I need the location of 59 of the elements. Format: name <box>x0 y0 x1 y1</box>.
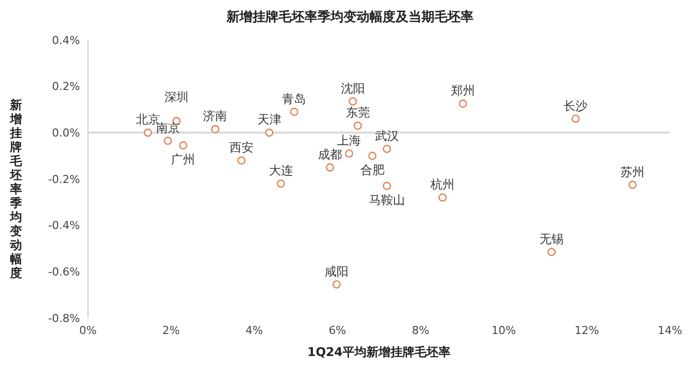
point <box>326 163 334 172</box>
y-tick-label: -0.8% <box>48 312 80 325</box>
y-tick-label: -0.6% <box>48 266 80 279</box>
annotation: 西安 <box>229 140 254 154</box>
annotation: 武汉 <box>374 128 399 143</box>
annotation: 杭州 <box>430 178 455 192</box>
point <box>164 136 172 145</box>
point <box>290 108 298 116</box>
point <box>276 179 286 188</box>
point <box>144 128 152 137</box>
annotation: 合肥 <box>360 162 384 177</box>
point <box>237 156 246 165</box>
x-axis-title: 1Q24平均新增挂牌毛坯率 <box>307 345 451 359</box>
annotation: 郑州 <box>450 84 475 98</box>
y-tick-label: -0.2% <box>48 172 80 186</box>
annotation: 大连 <box>268 164 293 178</box>
annotation: 马鞍山 <box>368 192 405 207</box>
x-tick-label: 2% <box>162 324 180 337</box>
x-tick-label: 10% <box>491 324 516 337</box>
annotation: 长沙 <box>564 98 588 113</box>
point <box>438 193 447 202</box>
annotation: 咸阳 <box>324 264 349 278</box>
x-tick-label: 8% <box>412 324 430 337</box>
y-tick-label: -0.4% <box>48 219 80 232</box>
x-tick-label: 12% <box>574 324 600 337</box>
point <box>354 122 362 130</box>
text: 新增挂牌毛坯率季均变动幅度 <box>10 98 22 280</box>
chart-title: 新增挂牌毛坯率季均变动幅度及当期毛坯率 <box>226 8 474 27</box>
point <box>344 149 354 158</box>
point <box>179 141 188 150</box>
x-tick-label: 0% <box>79 324 97 337</box>
annotation: 广州 <box>171 152 196 166</box>
x-tick-label: 14% <box>658 324 682 337</box>
point <box>348 97 357 106</box>
annotation: 深圳 <box>164 90 189 104</box>
annotation: 青岛 <box>282 92 306 106</box>
annotation: 上海 <box>337 134 362 148</box>
annotation: 天津 <box>257 112 282 127</box>
x-tick-label: 6% <box>328 324 346 337</box>
annotation: 无锡 <box>540 232 564 246</box>
point <box>628 180 637 189</box>
y-tick-label: 0.0% <box>52 126 80 140</box>
annotation: 济南 <box>203 109 228 124</box>
x-tick-label: 4% <box>246 324 264 337</box>
annotation: 沈阳 <box>340 81 365 96</box>
annotation: 苏州 <box>620 164 645 179</box>
point <box>547 248 556 256</box>
point <box>382 144 392 154</box>
point <box>265 128 274 137</box>
annotation: 东莞 <box>346 106 370 120</box>
point <box>211 125 220 134</box>
point <box>382 182 392 190</box>
point <box>458 100 468 108</box>
point <box>368 152 376 160</box>
point <box>571 114 580 123</box>
y-tick-label: 0.2% <box>52 80 80 94</box>
y-tick-label: 0.4% <box>52 34 80 47</box>
point <box>332 280 341 289</box>
annotation: 成都 <box>318 147 342 162</box>
